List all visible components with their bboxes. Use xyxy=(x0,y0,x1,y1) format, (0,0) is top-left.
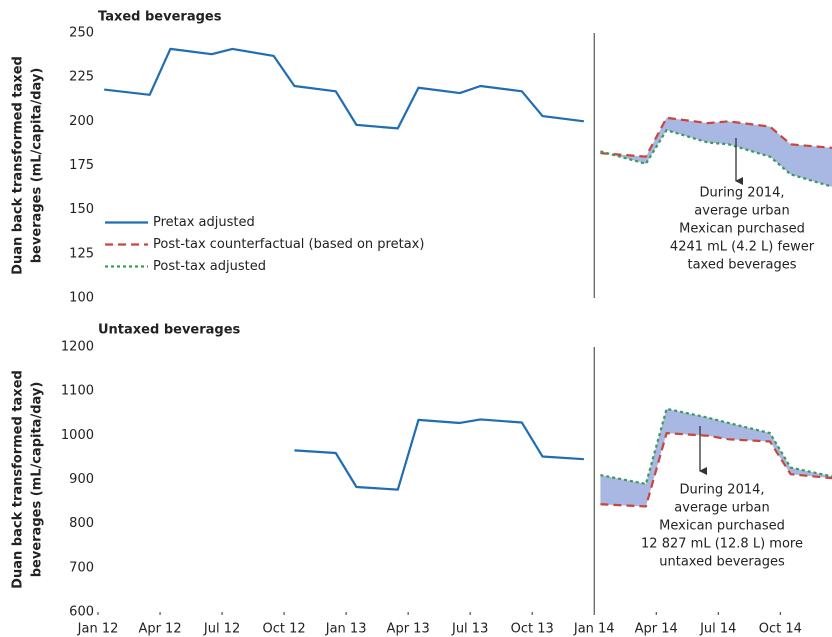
series-line xyxy=(294,418,584,491)
y-tick-label: 1000 xyxy=(61,428,94,443)
legend-label: Post-tax counterfactual (based on pretax… xyxy=(153,237,424,252)
annotation-text: Mexican purchased xyxy=(679,222,805,237)
x-tick-label: Apr 13 xyxy=(387,622,430,637)
annotation-text: During 2014, xyxy=(699,186,784,201)
annotation-text: average urban xyxy=(694,204,789,219)
x-tick-label: Oct 13 xyxy=(511,622,554,637)
y-tick-label: 125 xyxy=(69,246,94,261)
y-tick-label: 200 xyxy=(69,114,94,129)
x-tick-label: Jul 12 xyxy=(203,622,240,637)
x-tick-label: Jan 14 xyxy=(573,622,615,637)
x-tick-label: Apr 12 xyxy=(138,622,181,637)
annotation-text: Mexican purchased xyxy=(659,519,785,534)
legend-label: Pretax adjusted xyxy=(153,215,255,230)
legend-label: Post-tax adjusted xyxy=(153,259,266,274)
panel-title: Untaxed beverages xyxy=(98,323,241,338)
y-tick-label: 1100 xyxy=(61,384,94,399)
annotation-text: untaxed beverages xyxy=(659,555,785,570)
x-tick-label: Jul 13 xyxy=(451,622,488,637)
annotation-text: 12 827 mL (12.8 L) more xyxy=(641,537,803,552)
series-line xyxy=(600,432,832,508)
y-tick-label: 1200 xyxy=(61,340,94,355)
y-axis-label: beverages (mL/capita/day) xyxy=(30,382,45,578)
y-axis-label: Duan back transformed taxed xyxy=(11,56,26,275)
panel-title: Taxed beverages xyxy=(98,10,222,25)
y-tick-label: 100 xyxy=(69,291,94,306)
annotation-text: taxed beverages xyxy=(687,258,796,273)
series-line xyxy=(104,47,585,130)
x-tick-label: Jan 12 xyxy=(77,622,119,637)
annotation-text: During 2014, xyxy=(679,483,764,498)
y-tick-label: 175 xyxy=(69,158,94,173)
x-tick-label: Jul 14 xyxy=(699,622,736,637)
x-tick-label: Apr 14 xyxy=(635,622,678,637)
y-tick-label: 150 xyxy=(69,202,94,217)
difference-band xyxy=(600,408,832,507)
series-line xyxy=(600,116,832,158)
y-axis-label: Duan back transformed taxed xyxy=(11,370,26,589)
y-tick-label: 600 xyxy=(69,605,94,620)
x-tick-label: Oct 12 xyxy=(263,622,306,637)
y-tick-label: 800 xyxy=(69,516,94,531)
annotation-text: 4241 mL (4.2 L) fewer xyxy=(670,240,815,255)
x-tick-label: Jan 13 xyxy=(325,622,367,637)
y-tick-label: 225 xyxy=(69,70,94,85)
y-tick-label: 700 xyxy=(69,560,94,575)
y-tick-label: 900 xyxy=(69,472,94,487)
y-tick-label: 250 xyxy=(69,26,94,41)
difference-band xyxy=(600,117,832,187)
series-line xyxy=(600,129,832,188)
x-tick-label: Oct 14 xyxy=(759,622,802,637)
y-axis-label: beverages (mL/capita/day) xyxy=(30,68,45,264)
annotation-text: average urban xyxy=(674,501,769,516)
